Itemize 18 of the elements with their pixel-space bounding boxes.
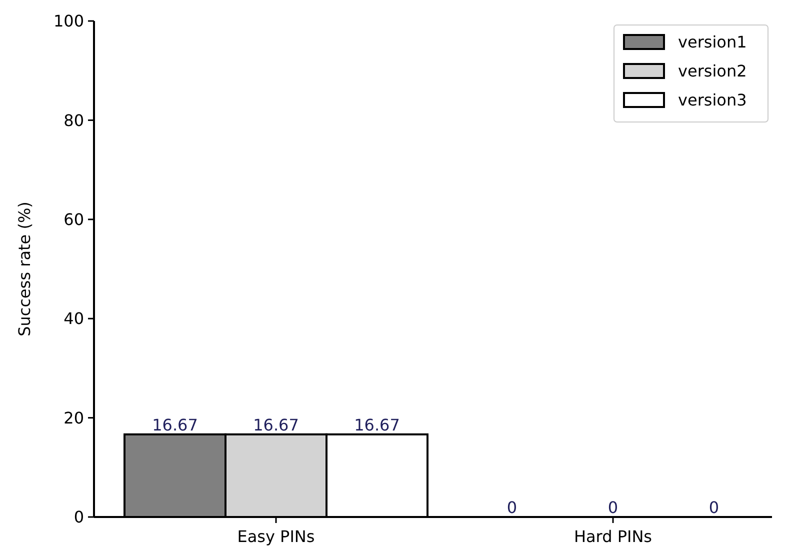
- data-label: 0: [708, 498, 720, 517]
- data-label: 16.67: [253, 415, 299, 434]
- legend-label: version1: [678, 32, 747, 52]
- data-label: 16.67: [354, 415, 400, 434]
- y-tick-label: 40: [64, 309, 84, 328]
- y-tick-label: 80: [64, 110, 84, 130]
- y-tick-label: 100: [53, 12, 84, 31]
- x-tick-label: Hard PINs: [574, 527, 652, 546]
- legend-label: version2: [678, 62, 747, 81]
- y-tick-label: 60: [64, 210, 84, 229]
- y-tick-label: 0: [74, 508, 84, 527]
- data-label: 16.67: [152, 415, 198, 434]
- data-label: 0: [506, 498, 518, 517]
- x-tick-label: Easy PINs: [237, 527, 315, 546]
- y-axis-title: Success rate (%): [15, 202, 34, 336]
- y-tick-label: 20: [64, 408, 84, 428]
- legend-label: version3: [678, 90, 747, 110]
- data-label: 0: [608, 498, 618, 517]
